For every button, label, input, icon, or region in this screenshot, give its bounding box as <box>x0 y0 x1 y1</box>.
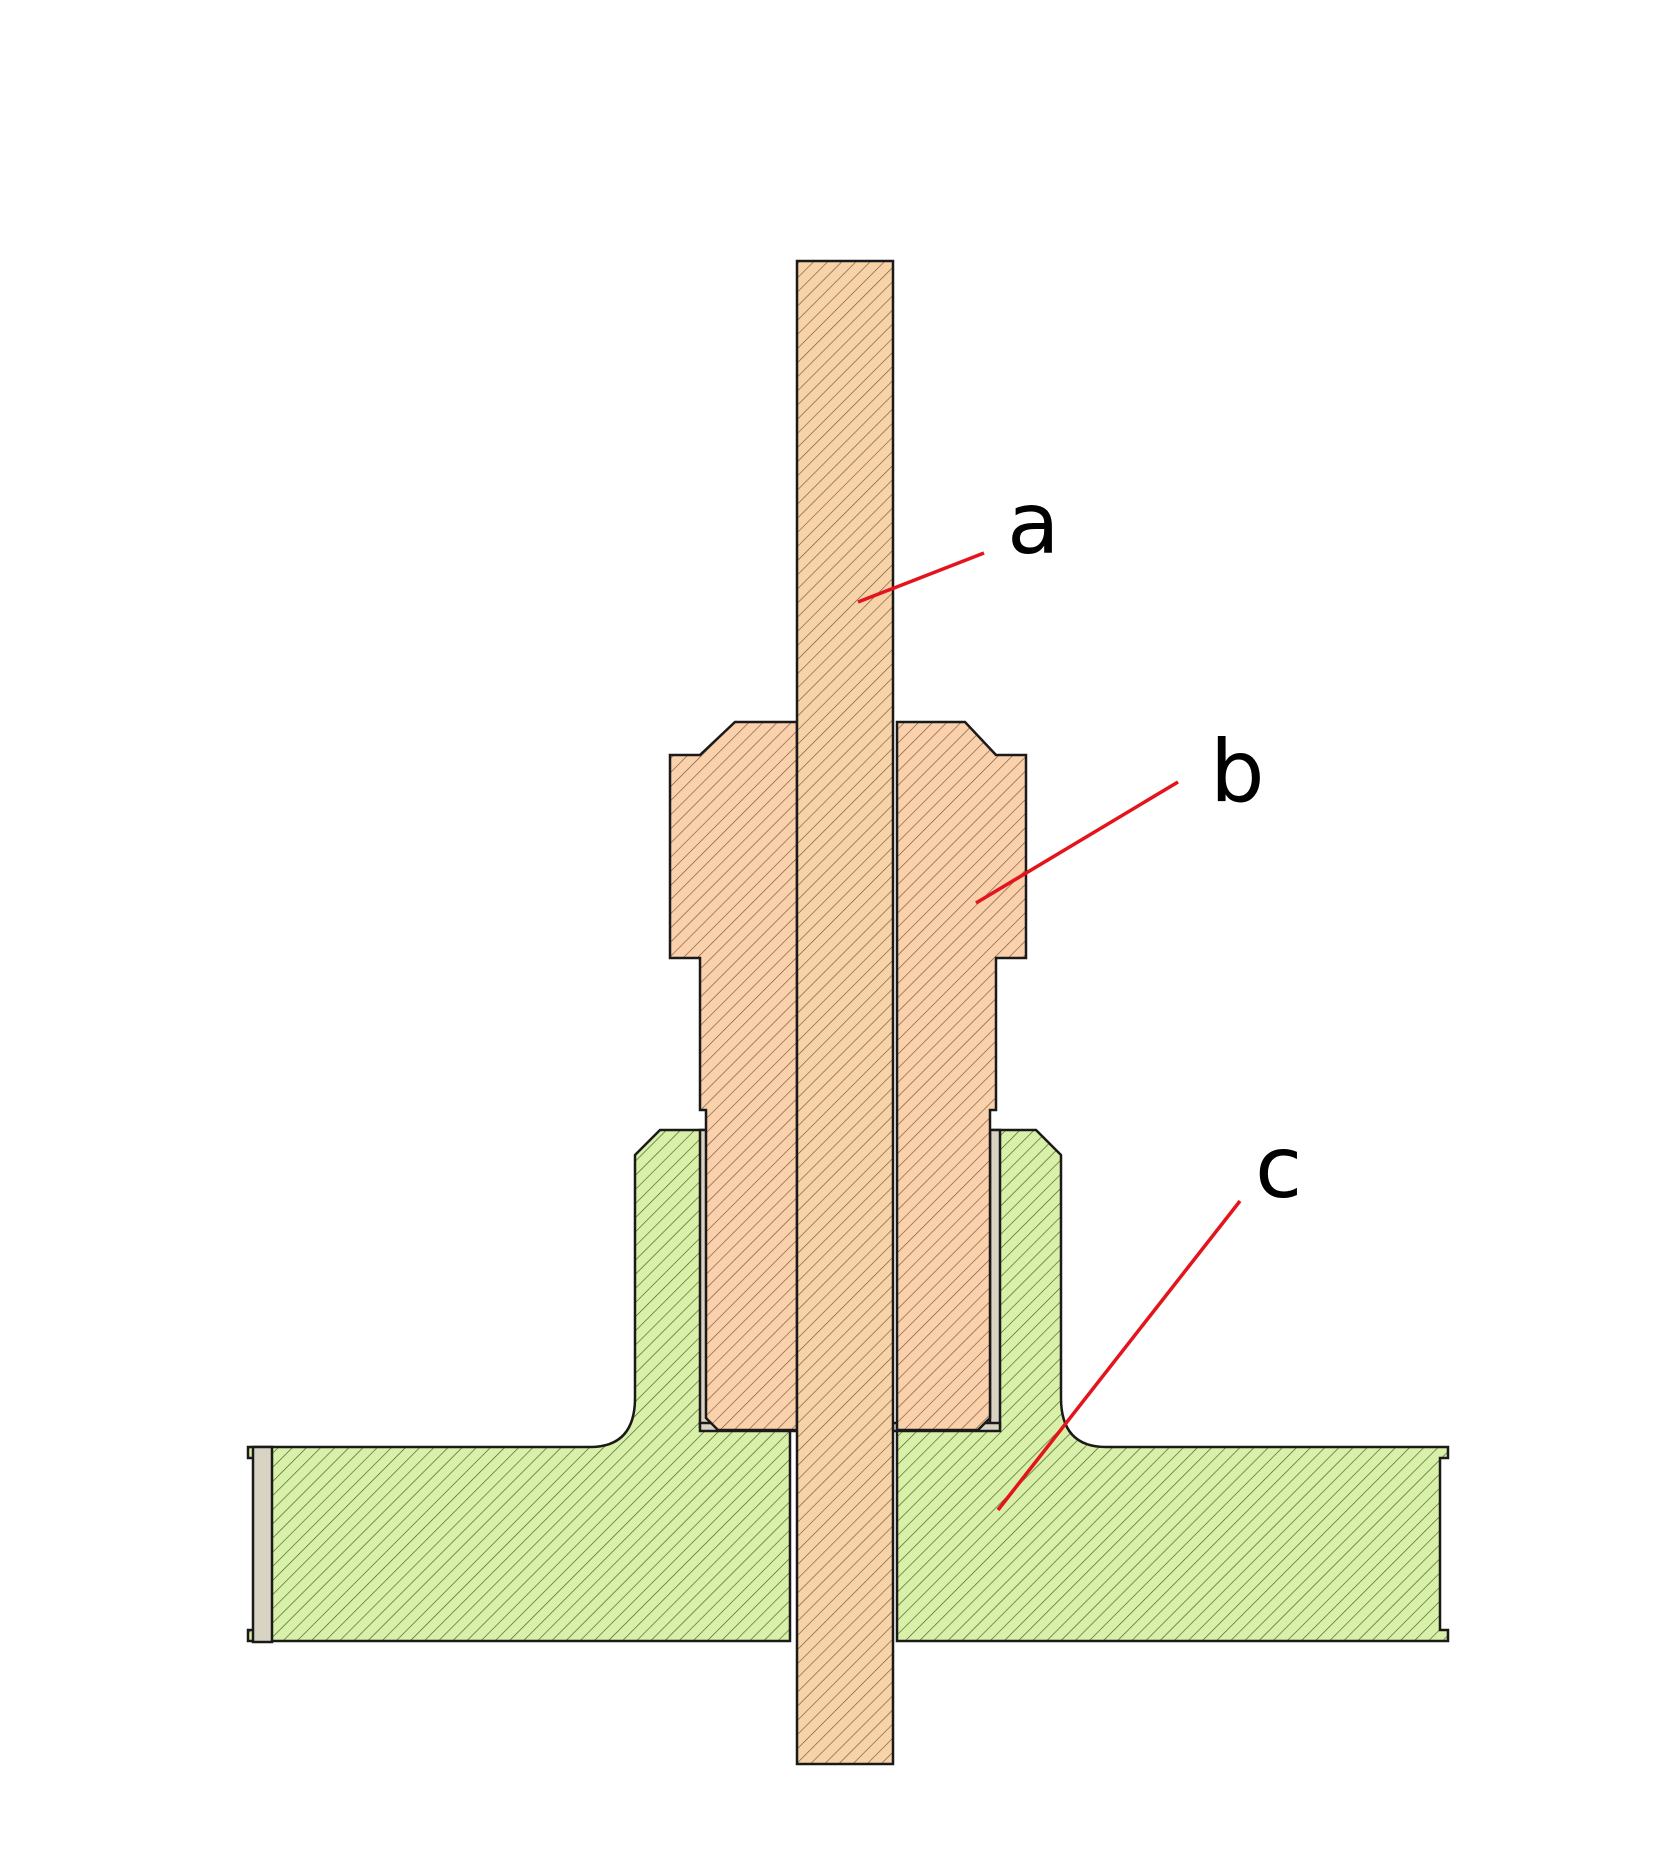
part-a-tube <box>795 259 895 1766</box>
base-end-insert <box>251 1445 274 1644</box>
leader-line-a <box>857 551 985 604</box>
callout-label-b: b <box>1210 722 1265 822</box>
callout-label-c: c <box>1255 1118 1302 1218</box>
callout-label-a: a <box>1007 474 1060 574</box>
part-c-base-body <box>246 1128 1450 1643</box>
leader-line-c <box>996 1199 1242 1512</box>
leader-line-b <box>975 780 1179 905</box>
